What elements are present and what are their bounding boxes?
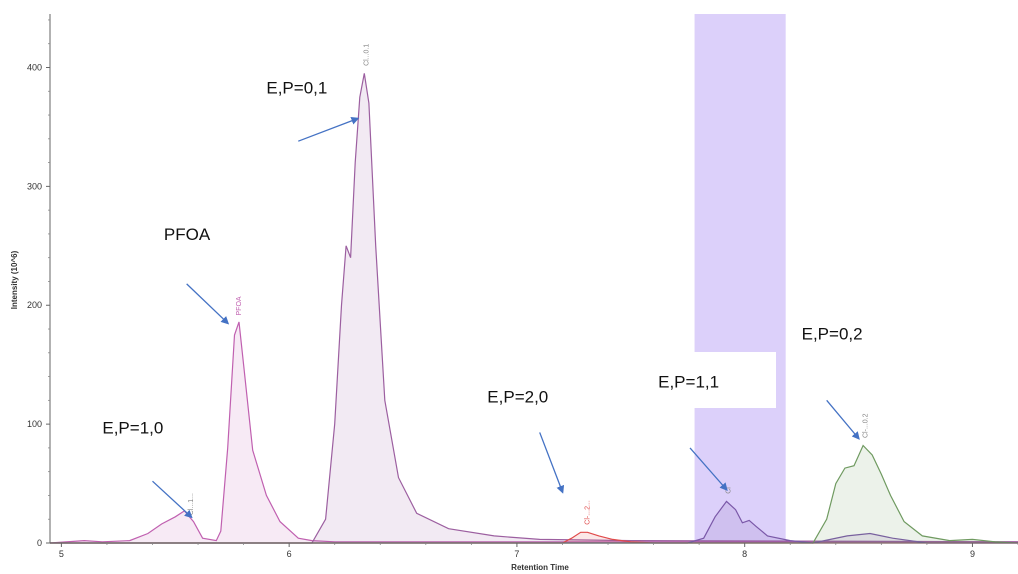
x-tick-label: 9 — [970, 549, 975, 559]
peak-tags: Cl...1... PFOA Cl...0.1 Cl-...2... Cl Cl-...0… — [188, 44, 869, 525]
peak-tag: Cl...0.1 — [364, 44, 371, 66]
x-tick-label: 6 — [287, 549, 292, 559]
y-tick-label: 400 — [27, 62, 42, 72]
x-axis-title: Retention Time — [511, 563, 569, 572]
annotation-label: E,P=0,1 — [266, 79, 327, 98]
annotations: E,P=0,1 PFOA E,P=1,0 E,P=2,0 E,P=1,1 E,P=0,2 — [102, 79, 863, 519]
annotation-label: PFOA — [164, 225, 211, 244]
y-tick-label: 0 — [37, 538, 42, 548]
x-tick-label: 8 — [742, 549, 747, 559]
series-line-1 — [49, 321, 1018, 544]
annotation-arrow — [826, 399, 860, 440]
annotation-arrow — [298, 117, 360, 142]
series-layer — [49, 73, 1018, 544]
x-tick-label: 5 — [59, 549, 64, 559]
x-ticks: 5 6 7 8 9 — [59, 543, 1018, 559]
annotation-label: E,P=0,2 — [802, 325, 863, 344]
y-tick-label: 100 — [27, 419, 42, 429]
series-line-4 — [50, 500, 1018, 544]
peak-tag: Cl-...2... — [585, 500, 592, 525]
y-tick-label: 200 — [27, 300, 42, 310]
y-axis-title: Intensity (10^6) — [10, 250, 19, 309]
annotation-arrow — [186, 283, 230, 325]
annotation-arrow — [539, 432, 565, 494]
annotation-mask — [642, 352, 776, 408]
annotation-arrow — [689, 447, 728, 492]
highlight-band — [694, 14, 786, 543]
x-tick-label: 7 — [514, 549, 519, 559]
annotation-label: E,P=1,1 — [658, 372, 719, 391]
annotation-label: E,P=1,0 — [102, 419, 163, 438]
peak-tag: Cl — [726, 487, 733, 494]
series-area-1 — [50, 321, 1018, 543]
annotation-arrow — [152, 480, 193, 519]
y-tick-label: 300 — [27, 181, 42, 191]
annotation-label: E,P=2,0 — [487, 388, 548, 407]
y-ticks: 0 100 200 300 400 — [27, 19, 50, 548]
series-line-2 — [50, 73, 1018, 544]
peak-tag: Cl...1... — [188, 493, 195, 515]
peak-tag: Cl-...0.2 — [862, 413, 869, 438]
peak-tag: PFOA — [236, 296, 243, 315]
series-line-5 — [50, 444, 1018, 544]
